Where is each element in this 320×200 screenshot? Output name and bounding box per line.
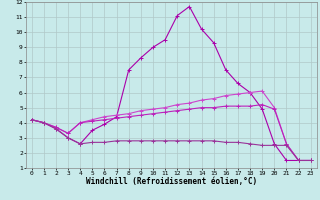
X-axis label: Windchill (Refroidissement éolien,°C): Windchill (Refroidissement éolien,°C): [86, 177, 257, 186]
